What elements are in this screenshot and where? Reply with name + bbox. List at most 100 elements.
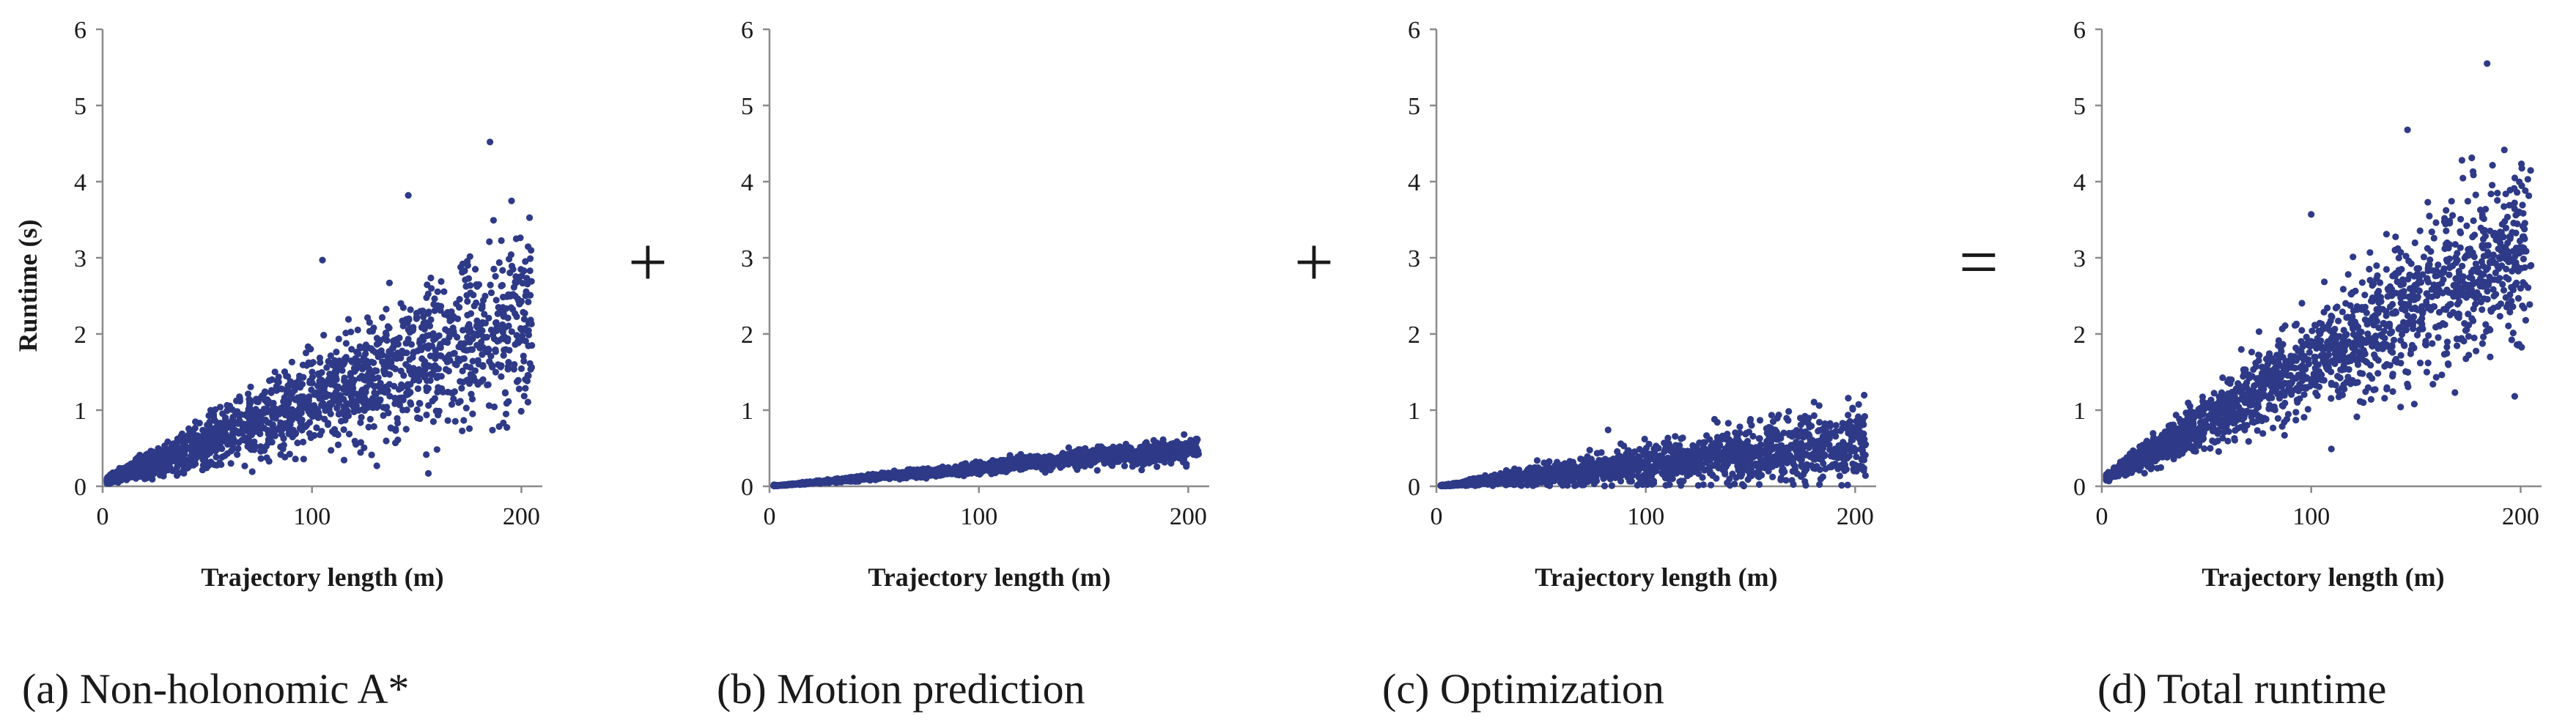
data-point xyxy=(248,431,255,439)
data-point xyxy=(431,395,439,402)
data-point xyxy=(969,467,976,474)
data-point xyxy=(522,338,529,345)
data-point xyxy=(273,407,281,415)
data-point xyxy=(363,384,370,391)
data-point xyxy=(517,365,525,372)
data-point xyxy=(196,420,203,427)
data-point xyxy=(493,327,501,335)
data-point xyxy=(1167,459,1175,467)
data-point xyxy=(839,477,846,484)
data-point xyxy=(502,410,510,417)
data-point xyxy=(1849,406,1856,413)
y-tick-label: 6 xyxy=(741,17,753,44)
data-point xyxy=(517,407,525,415)
data-point xyxy=(235,430,243,437)
data-point xyxy=(260,424,267,432)
y-tick-label: 2 xyxy=(741,322,753,349)
data-point xyxy=(439,388,447,396)
data-point xyxy=(1756,480,1763,489)
panel-b-caption: (b) Motion prediction xyxy=(717,665,1085,713)
data-point xyxy=(353,357,361,364)
data-point xyxy=(492,297,500,304)
data-point xyxy=(1154,463,1161,470)
data-point xyxy=(178,430,186,438)
data-point xyxy=(407,306,414,313)
data-point xyxy=(1832,422,1839,429)
data-point xyxy=(1768,412,1775,419)
data-point xyxy=(1110,443,1117,450)
data-point xyxy=(389,344,396,352)
data-point xyxy=(512,292,519,300)
data-point xyxy=(289,389,296,396)
data-point xyxy=(1026,462,1033,470)
data-point xyxy=(528,342,536,349)
data-point xyxy=(406,388,413,395)
data-point xyxy=(446,333,453,341)
data-point xyxy=(1126,452,1134,459)
data-point xyxy=(780,481,788,489)
data-point xyxy=(438,373,445,380)
data-point xyxy=(1069,454,1077,462)
data-point xyxy=(975,464,982,472)
data-point xyxy=(150,470,158,478)
data-point xyxy=(313,424,320,431)
data-point xyxy=(485,402,493,409)
data-point xyxy=(475,360,482,368)
data-point xyxy=(346,401,353,408)
data-point xyxy=(207,442,215,450)
data-point xyxy=(1713,475,1720,482)
data-point xyxy=(263,397,271,404)
data-point xyxy=(467,289,474,297)
data-point xyxy=(283,372,290,379)
data-point xyxy=(522,292,529,300)
data-point xyxy=(1093,467,1101,474)
data-point xyxy=(514,339,522,346)
data-point xyxy=(285,430,292,438)
data-point xyxy=(166,464,174,472)
data-point xyxy=(270,399,277,407)
data-point xyxy=(386,393,394,400)
data-point xyxy=(1050,459,1058,467)
data-point xyxy=(464,297,471,305)
data-point xyxy=(1679,434,1686,442)
y-tick-label: 6 xyxy=(1408,17,1420,44)
data-point xyxy=(1736,423,1743,431)
data-point xyxy=(321,390,328,398)
data-point xyxy=(431,362,439,369)
data-point xyxy=(498,281,506,289)
data-point xyxy=(405,335,412,343)
data-point xyxy=(324,421,332,428)
data-point xyxy=(1614,447,1621,456)
data-point xyxy=(485,314,492,322)
data-point xyxy=(468,395,476,403)
data-point xyxy=(525,243,532,250)
data-point xyxy=(1608,482,1615,489)
data-point xyxy=(465,275,473,282)
data-point xyxy=(365,423,372,431)
data-point xyxy=(214,445,221,453)
data-point xyxy=(500,352,507,359)
data-point xyxy=(1122,440,1129,448)
data-point xyxy=(281,453,289,461)
data-point xyxy=(344,316,353,323)
data-point xyxy=(981,465,988,472)
x-tick-label: 200 xyxy=(1837,503,1874,530)
data-point xyxy=(287,421,294,428)
data-point xyxy=(403,383,411,390)
data-point xyxy=(385,279,394,286)
data-point xyxy=(527,255,534,262)
data-point xyxy=(248,406,255,414)
data-point xyxy=(392,426,399,433)
data-point xyxy=(311,431,318,439)
data-point xyxy=(332,388,340,395)
y-tick-label: 5 xyxy=(74,93,86,120)
data-point xyxy=(1155,450,1162,457)
data-point xyxy=(222,414,229,421)
y-tick-label: 1 xyxy=(741,398,753,425)
data-point xyxy=(257,455,265,462)
data-point xyxy=(514,376,522,384)
data-point xyxy=(1082,445,1089,452)
data-point xyxy=(427,274,435,282)
data-point xyxy=(165,446,172,453)
